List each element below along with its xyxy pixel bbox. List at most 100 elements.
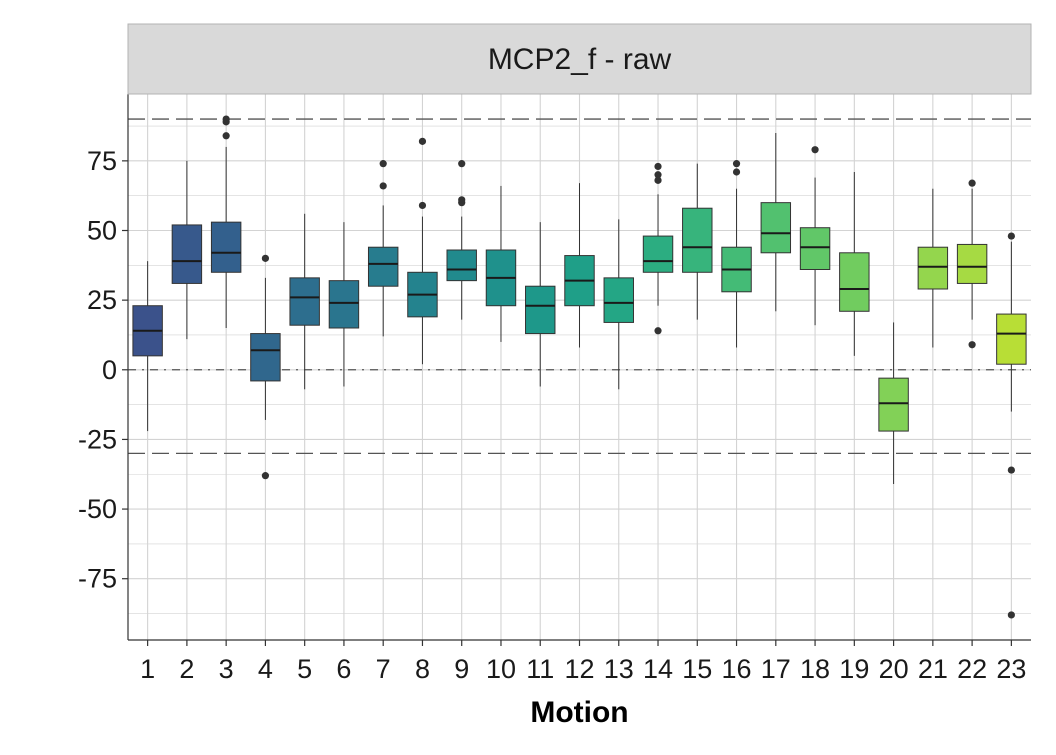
box-19 [839, 172, 870, 356]
box-8 [407, 137, 438, 365]
box-body [917, 246, 949, 290]
box-4 [250, 254, 281, 480]
outlier-point [654, 176, 662, 184]
box-17 [760, 133, 792, 312]
box-12 [564, 183, 595, 348]
box-5 [289, 213, 320, 390]
box-body [367, 246, 399, 287]
outlier-point [654, 162, 662, 171]
box-22 [956, 179, 988, 349]
outlier-point [654, 327, 662, 335]
box-body [760, 202, 792, 254]
box-6 [328, 222, 360, 387]
x-tick-label: 1 [140, 654, 155, 684]
box-21 [917, 188, 949, 348]
y-tick-label: -50 [78, 494, 117, 524]
box-body [525, 285, 556, 335]
box-body [878, 377, 909, 432]
box-body [603, 277, 634, 323]
x-tick-label: 21 [918, 654, 948, 684]
box-13 [603, 219, 634, 390]
x-tick-label: 22 [957, 654, 987, 684]
facet-strip-background [127, 23, 1032, 95]
x-tick-label: 16 [722, 654, 752, 684]
box-10 [485, 185, 517, 342]
box-series [132, 115, 1027, 619]
y-tick-label: 25 [87, 285, 117, 315]
x-axis-title: Motion [530, 696, 628, 729]
box-11 [525, 222, 556, 387]
x-tick-label: 17 [761, 654, 791, 684]
x-tick-label: 23 [996, 654, 1026, 684]
box-body [328, 280, 360, 329]
x-tick-label: 13 [604, 654, 634, 684]
outlier-point [732, 160, 741, 168]
x-tick-label: 15 [682, 654, 712, 684]
box-1 [132, 261, 163, 432]
x-tick-label: 12 [564, 654, 594, 684]
y-tick-label: 0 [102, 355, 117, 385]
x-axis: 1 2 3 4 5 6 7 8 9 10 11 12 13 14 15 16 17 18 19 20 21 22 23 [140, 640, 1026, 684]
x-tick-label: 7 [376, 654, 391, 684]
box-body [799, 227, 831, 270]
box-body [250, 333, 281, 382]
box-14 [642, 162, 674, 335]
box-15 [682, 163, 713, 320]
outlier-point [1007, 611, 1015, 619]
x-tick-label: 11 [526, 654, 554, 684]
outlier-point [458, 196, 466, 204]
outlier-point [379, 182, 387, 190]
box-23 [996, 232, 1027, 619]
facet-strip: MCP2_f - raw [127, 23, 1032, 95]
outlier-point [222, 115, 230, 123]
outlier-point [261, 254, 270, 262]
y-axis: -75 -50 -25 0 25 50 75 [78, 146, 128, 594]
box-body [642, 235, 674, 273]
x-tick-label: 2 [179, 654, 194, 684]
x-tick-label: 6 [336, 654, 351, 684]
outlier-point [379, 160, 387, 168]
box-body [289, 277, 320, 326]
x-tick-label: 10 [486, 654, 516, 684]
reference-lines [128, 118, 1031, 455]
y-tick-label: -75 [78, 564, 117, 594]
outlier-point [968, 179, 976, 187]
x-tick-label: 4 [258, 654, 273, 684]
y-tick-label: 75 [87, 146, 117, 176]
box-2 [171, 160, 203, 340]
grid-lines [128, 94, 1031, 640]
chart-title: MCP2_f - raw [488, 43, 672, 76]
box-body [996, 313, 1027, 365]
box-body [839, 252, 870, 312]
outlier-point [418, 137, 427, 145]
outlier-point [1007, 466, 1015, 474]
x-tick-label: 8 [415, 654, 430, 684]
y-tick-label: 50 [87, 216, 117, 246]
outlier-point [222, 132, 230, 140]
outlier-point [261, 472, 270, 480]
outlier-point [458, 160, 466, 168]
x-tick-label: 20 [879, 654, 909, 684]
box-16 [721, 160, 752, 348]
box-body [446, 249, 477, 282]
box-3 [210, 115, 242, 328]
box-body [171, 224, 203, 284]
box-18 [799, 146, 831, 326]
y-tick-label: -25 [78, 424, 117, 454]
box-20 [878, 322, 909, 484]
x-tick-label: 19 [839, 654, 869, 684]
box-body [682, 207, 713, 273]
outlier-point [811, 146, 819, 154]
outlier-point [1007, 232, 1015, 240]
outlier-point [732, 168, 741, 176]
outlier-point [418, 201, 427, 210]
box-7 [367, 160, 399, 337]
box-body [956, 243, 988, 284]
x-tick-label: 3 [219, 654, 234, 684]
box-9 [446, 160, 477, 320]
outlier-point [654, 171, 662, 179]
box-body [210, 221, 242, 273]
outlier-point [968, 341, 976, 349]
x-tick-label: 9 [454, 654, 469, 684]
